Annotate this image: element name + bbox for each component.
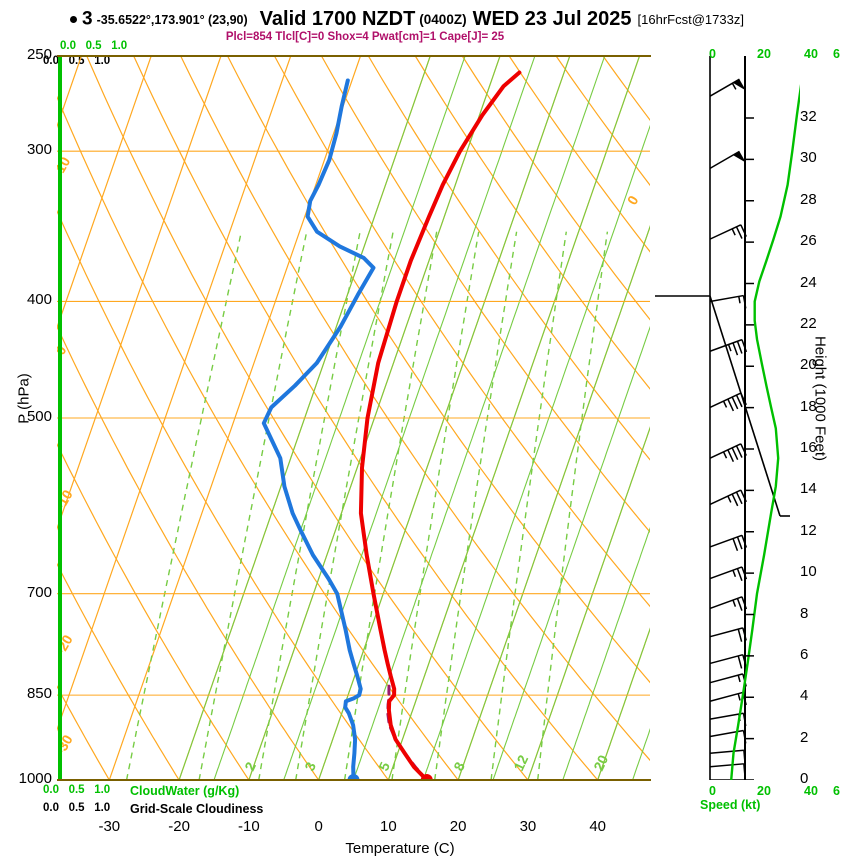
speed-tick-bottom-60: 6 <box>833 784 840 798</box>
svg-text:8: 8 <box>450 759 468 773</box>
temperature-tick-30: 30 <box>519 818 537 835</box>
height-tick-12: 12 <box>800 521 817 539</box>
height-tick-16: 16 <box>800 439 817 456</box>
height-tick-30: 30 <box>800 149 817 167</box>
speed-tick-bottom-40: 40 <box>804 784 818 798</box>
cloudiness-legend: Grid-Scale Cloudiness <box>130 802 264 816</box>
speed-tick-bottom-20: 20 <box>757 784 771 798</box>
temperature-tick-20: 20 <box>449 818 467 835</box>
svg-text:5: 5 <box>375 759 393 773</box>
pressure-tick-500: 500 <box>26 408 52 425</box>
height-tick-32: 32 <box>800 108 817 125</box>
temperature-trace <box>361 73 520 781</box>
temperature-tick-40: 40 <box>589 818 607 835</box>
temperature-tick--20: -20 <box>168 818 190 835</box>
temperature-tick--30: -30 <box>98 818 121 835</box>
svg-text:0: 0 <box>624 193 642 208</box>
wind-barbs <box>709 78 748 780</box>
station-number: 3 <box>82 8 93 30</box>
pressure-tick-850: 850 <box>26 685 52 703</box>
wind-profile-panel <box>655 56 800 780</box>
pressure-tick-300: 300 <box>26 141 52 159</box>
height-tick-0: 0 <box>800 770 809 787</box>
height-tick-26: 26 <box>800 232 817 250</box>
height-tick-24: 24 <box>800 273 817 291</box>
wind-axis <box>655 56 790 780</box>
temperature-tick-0: 0 <box>314 818 323 835</box>
plot-frame-top <box>57 55 651 57</box>
height-tick-14: 14 <box>800 480 817 498</box>
cloudwater-legend: CloudWater (g/Kg) <box>130 784 240 798</box>
skewt-svg: 100-10-20-30010203023581220 <box>57 56 650 780</box>
height-tick-10: 10 <box>800 563 817 581</box>
height-tick-28: 28 <box>800 190 817 208</box>
station-dot-icon <box>70 16 77 23</box>
height-tick-18: 18 <box>800 397 817 415</box>
speed-tick-top-60: 6 <box>833 47 840 61</box>
skewt-plot-area: 100-10-20-30010203023581220 <box>57 56 650 780</box>
cloudiness-scale-bottom: 0.0 0.5 1.0 <box>43 802 111 814</box>
temperature-tick-10: 10 <box>380 818 397 835</box>
header-line: 3 -35.6522°,173.901° (23,90) Valid 1700 NZ… <box>70 8 850 34</box>
speed-tick-top-40: 40 <box>804 47 818 61</box>
valid-utc: (0400Z) <box>419 12 467 27</box>
isobar-lines <box>57 56 650 780</box>
cloudwater-scale-top: 0.0 0.5 1.0 <box>60 40 128 52</box>
speed-curve <box>730 84 800 780</box>
height-tick-20: 20 <box>800 356 817 374</box>
stability-indices: Plcl=854 Tlcl[C]=0 Shox=4 Pwat[cm]=1 Cap… <box>225 31 505 43</box>
height-tick-4: 4 <box>800 687 809 705</box>
height-tick-6: 6 <box>800 645 809 663</box>
dewpoint-trace <box>264 81 374 781</box>
svg-text:10: 10 <box>646 306 650 328</box>
height-tick-22: 22 <box>800 314 817 332</box>
wind-svg <box>655 56 800 780</box>
speed-tick-bottom-0: 0 <box>709 784 716 798</box>
height-axis <box>745 117 754 780</box>
moist-adiabat-lines <box>179 56 650 780</box>
pressure-axis-title: P (hPa) <box>15 373 33 424</box>
station-coords: -35.6522°,173.901° (23,90) <box>96 12 248 27</box>
mixing-ratio-lines <box>127 232 608 780</box>
plot-frame-bottom <box>57 779 651 781</box>
pressure-tick-700: 700 <box>26 583 52 601</box>
temperature-axis-title: Temperature (C) <box>345 840 455 857</box>
temperature-tick--10: -10 <box>238 818 260 835</box>
height-tick-2: 2 <box>800 728 809 746</box>
surface-markers <box>348 774 433 780</box>
svg-text:2: 2 <box>241 759 259 773</box>
pressure-tick-250: 250 <box>26 46 52 63</box>
forecast-stamp: [16hrFcst@1733z] <box>637 12 744 27</box>
speed-tick-top-20: 20 <box>757 47 771 61</box>
svg-text:20: 20 <box>590 752 611 773</box>
speed-axis-title: Speed (kt) <box>700 798 761 812</box>
valid-time: Valid 1700 NZDT <box>259 8 416 30</box>
pressure-tick-400: 400 <box>26 291 52 309</box>
height-tick-8: 8 <box>800 604 809 622</box>
speed-tick-top-0: 0 <box>709 47 716 61</box>
valid-date: WED 23 Jul 2025 <box>472 8 632 30</box>
header: 3 -35.6522°,173.901° (23,90) Valid 1700 NZ… <box>0 8 850 34</box>
cloudwater-scale-bottom: 0.0 0.5 1.0 <box>43 784 111 796</box>
pressure-tick-1000: 1000 <box>18 770 52 787</box>
svg-text:3: 3 <box>301 759 319 773</box>
svg-text:12: 12 <box>510 752 531 773</box>
